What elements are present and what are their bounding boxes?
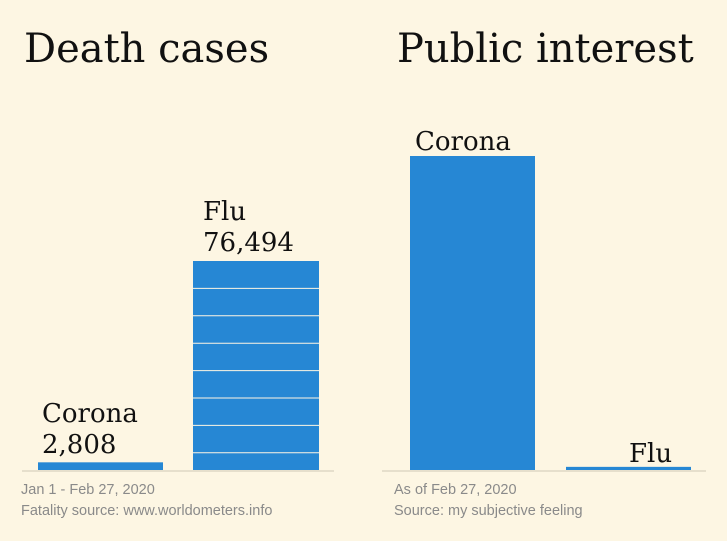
bar-corona — [410, 156, 535, 470]
chart-title: Public interest — [397, 26, 694, 72]
date-note: Jan 1 - Feb 27, 2020 — [21, 482, 155, 498]
source-note: Source: my subjective feeling — [394, 503, 583, 519]
data-label: 2,808 — [42, 430, 116, 460]
category-label: Flu — [629, 439, 672, 469]
bar-flu — [193, 261, 319, 470]
category-label: Corona — [42, 399, 138, 429]
chart-title: Death cases — [24, 26, 269, 72]
data-label: 76,494 — [203, 228, 294, 258]
bar-corona — [38, 462, 163, 470]
bar-flu — [566, 466, 691, 470]
date-note: As of Feb 27, 2020 — [394, 482, 517, 498]
category-label: Corona — [415, 127, 511, 157]
category-label: Flu — [203, 197, 246, 227]
source-note: Fatality source: www.worldometers.info — [21, 503, 272, 519]
